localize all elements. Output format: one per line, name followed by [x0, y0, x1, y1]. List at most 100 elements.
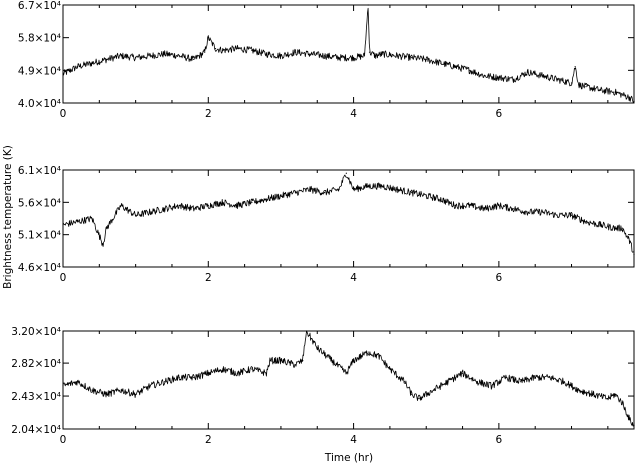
data-point — [556, 214, 558, 216]
data-point — [135, 214, 137, 216]
data-point — [614, 91, 616, 93]
data-point — [570, 82, 573, 84]
data-point — [309, 188, 311, 190]
data-point — [607, 397, 609, 400]
data-point — [149, 211, 151, 213]
data-point — [294, 51, 297, 53]
data-point — [316, 347, 318, 349]
data-point — [585, 221, 587, 223]
data-point — [135, 57, 137, 59]
y-tick-label: 3.20×10⁴ — [11, 326, 61, 338]
x-tick-label: 2 — [205, 272, 212, 284]
x-tick-label: 6 — [496, 108, 503, 120]
data-point — [280, 359, 282, 362]
data-point — [265, 372, 268, 374]
data-point — [62, 224, 64, 226]
x-tick-label: 4 — [350, 434, 357, 446]
y-tick-label: 4.0×10⁴ — [18, 98, 61, 110]
data-point — [578, 84, 580, 86]
data-point — [178, 55, 180, 57]
data-point — [251, 368, 253, 370]
data-point — [633, 253, 635, 255]
data-point — [105, 227, 108, 229]
data-point — [411, 57, 413, 59]
panel-3: 2.04×10⁴ 2.43×10⁴ 2.82×10⁴ 3.20×10⁴ 0 2 4 6 — [11, 326, 635, 446]
data-point — [91, 62, 93, 64]
data-point — [345, 372, 347, 374]
data-point — [378, 355, 380, 357]
data-point — [527, 211, 529, 213]
plot-frame — [62, 4, 635, 104]
data-point — [633, 425, 635, 427]
data-point — [222, 201, 224, 203]
y-tick-label: 2.82×10⁴ — [11, 358, 61, 370]
data-point — [367, 351, 369, 353]
plot-frame — [62, 169, 635, 268]
y-axis-label: Brightness temperature (K) — [2, 145, 14, 289]
x-tick-label: 6 — [496, 272, 503, 284]
data-point — [193, 208, 195, 210]
data-point — [614, 393, 616, 395]
data-point — [178, 376, 180, 379]
data-point — [629, 419, 631, 421]
data-point — [309, 53, 311, 55]
data-point — [403, 381, 406, 383]
data-point — [91, 389, 93, 391]
data-point — [214, 47, 217, 50]
data-point — [352, 188, 355, 190]
x-tick-label: 0 — [60, 434, 67, 446]
data-point — [454, 204, 456, 207]
y-tick-label: 4.9×10⁴ — [18, 65, 61, 77]
data-point — [440, 198, 442, 200]
data-point — [549, 376, 551, 379]
data-point — [62, 385, 64, 387]
data-point — [556, 78, 558, 81]
data-point — [534, 376, 536, 379]
y-tick-label: 5.1×10⁴ — [18, 230, 61, 242]
data-point — [222, 368, 224, 370]
data-point — [294, 192, 297, 194]
data-point — [269, 359, 271, 362]
data-point — [621, 402, 623, 404]
data-point — [563, 381, 565, 383]
data-point — [512, 208, 515, 210]
data-point — [62, 73, 64, 75]
data-point — [527, 71, 529, 73]
y-tick-label: 2.43×10⁴ — [11, 391, 61, 403]
data-point — [164, 208, 166, 210]
data-point — [120, 389, 122, 391]
data-point — [574, 66, 576, 68]
data-point — [520, 381, 522, 383]
y-tick-label: 6.7×10⁴ — [18, 0, 61, 12]
data-point — [367, 4, 369, 6]
data-point — [483, 75, 485, 77]
data-point — [621, 227, 623, 229]
data-point — [305, 330, 307, 332]
data-point — [382, 53, 384, 55]
data-point — [633, 100, 635, 102]
data-point — [338, 188, 340, 190]
x-tick-label: 0 — [60, 272, 67, 284]
data-point — [251, 49, 253, 51]
data-point — [599, 89, 602, 91]
data-point — [483, 208, 485, 210]
data-point — [105, 393, 108, 395]
data-point — [368, 51, 371, 53]
data-point — [178, 204, 180, 207]
data-point — [193, 376, 195, 379]
x-tick-label: 2 — [205, 108, 212, 120]
data-point — [345, 172, 347, 174]
data-point — [323, 192, 326, 194]
data-point — [102, 243, 104, 245]
data-point — [629, 240, 631, 242]
x-axis-label: Time (hr) — [324, 452, 373, 464]
data-point — [236, 47, 238, 50]
data-point — [411, 192, 413, 194]
data-point — [294, 364, 297, 366]
x-tick-label: 6 — [496, 434, 503, 446]
data-point — [396, 55, 398, 57]
data-point — [222, 49, 224, 51]
data-point — [498, 204, 500, 207]
data-point — [352, 359, 355, 362]
data-point — [541, 211, 544, 213]
